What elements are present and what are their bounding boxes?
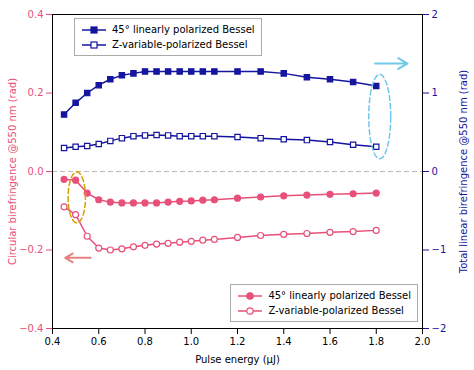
- svg-text:1.2: 1.2: [230, 336, 246, 347]
- html-text:Z-variable-polarized Bessel: Z-variable-polarized Bessel: [268, 305, 404, 316]
- svg-text:0.0: 0.0: [28, 166, 44, 177]
- svg-text:0.4: 0.4: [45, 336, 61, 347]
- svg-text:−0.4: −0.4: [19, 323, 43, 334]
- html-text:45° linearly polarized Bessel: 45° linearly polarized Bessel: [112, 24, 255, 35]
- html-text:45° linearly polarized Bessel: 45° linearly polarized Bessel: [268, 290, 411, 301]
- svg-text:0.2: 0.2: [28, 87, 44, 98]
- svg-text:−0.2: −0.2: [19, 244, 43, 255]
- svg-text:0.4: 0.4: [28, 9, 44, 20]
- svg-text:2: 2: [432, 9, 438, 20]
- svg-text:1.6: 1.6: [322, 336, 338, 347]
- svg-text:Pulse energy (μJ): Pulse energy (μJ): [195, 354, 280, 365]
- svg-text:0: 0: [432, 166, 438, 177]
- html-text:Z-variable-polarized Bessel: Z-variable-polarized Bessel: [112, 39, 248, 50]
- svg-text:Total linear birefringence @55: Total linear birefringence @550 nm (rad): [458, 70, 469, 275]
- svg-text:0.8: 0.8: [137, 336, 153, 347]
- svg-text:Circular birefringence @550 nm: Circular birefringence @550 nm (rad): [7, 78, 18, 265]
- svg-text:1.0: 1.0: [183, 336, 199, 347]
- svg-text:1: 1: [432, 87, 438, 98]
- svg-text:2.0: 2.0: [415, 336, 431, 347]
- svg-text:1.8: 1.8: [368, 336, 384, 347]
- svg-text:0.6: 0.6: [91, 336, 107, 347]
- svg-text:−2: −2: [432, 323, 447, 334]
- svg-text:−1: −1: [432, 244, 447, 255]
- svg-text:1.4: 1.4: [276, 336, 292, 347]
